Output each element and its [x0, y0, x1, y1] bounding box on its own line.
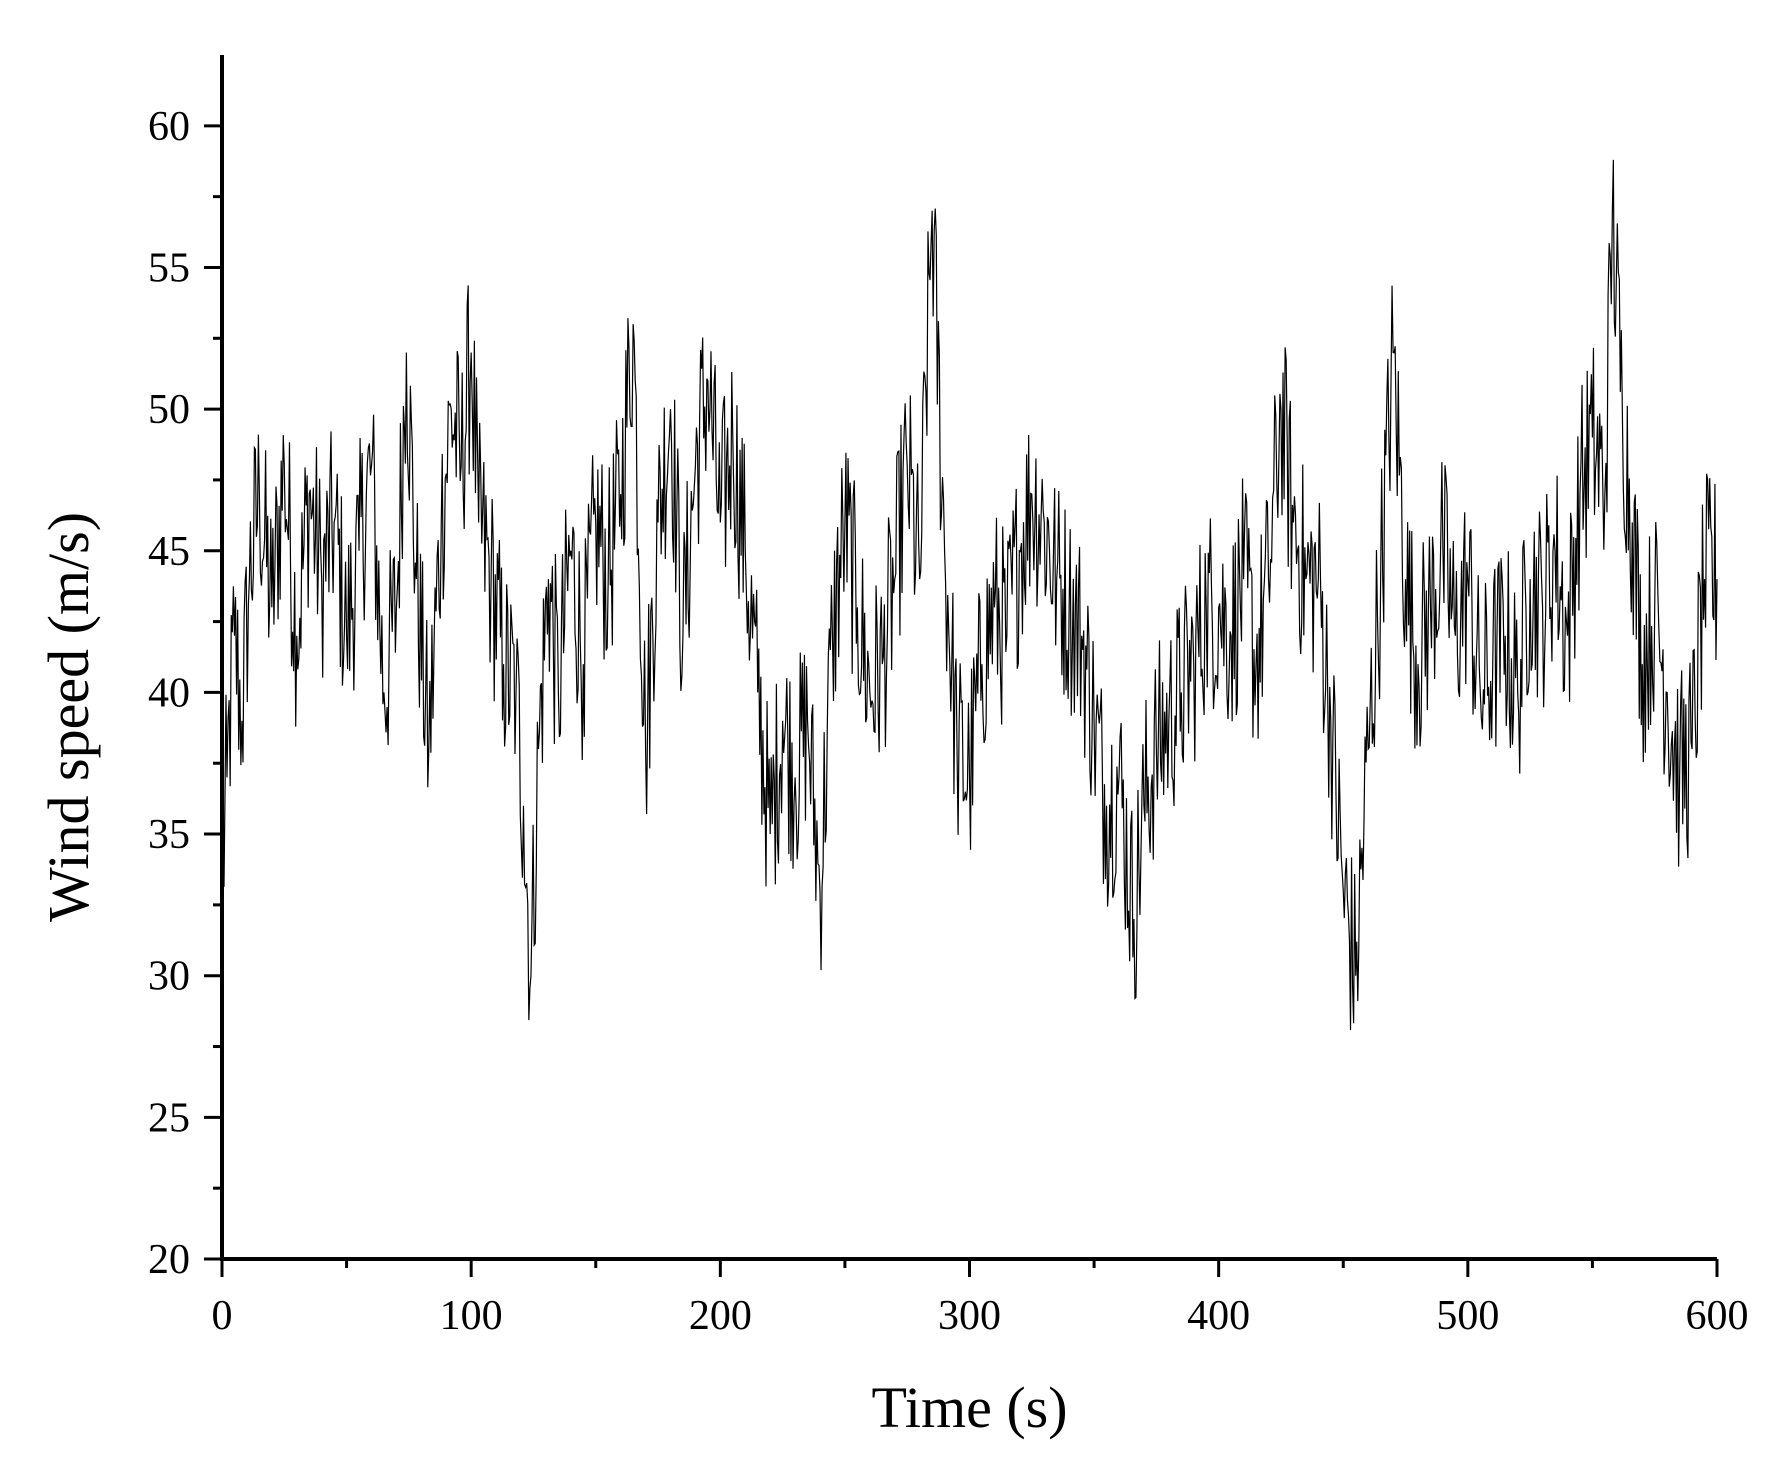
y-tick-label-35: 35 — [148, 812, 190, 858]
y-tick-label-40: 40 — [148, 670, 190, 716]
x-tick-label-600: 600 — [1686, 1293, 1749, 1339]
x-tick-label-0: 0 — [212, 1293, 233, 1339]
y-tick-label-50: 50 — [148, 387, 190, 433]
x-tick-label-400: 400 — [1187, 1293, 1250, 1339]
x-tick-label-100: 100 — [440, 1293, 503, 1339]
y-axis-label: Wind speed (m/s) — [36, 512, 101, 922]
x-tick-label-200: 200 — [689, 1293, 752, 1339]
x-tick-label-500: 500 — [1436, 1293, 1499, 1339]
series-line-0 — [221, 159, 1718, 1031]
x-tick-label-300: 300 — [938, 1293, 1001, 1339]
y-tick-label-20: 20 — [148, 1237, 190, 1283]
y-tick-label-60: 60 — [148, 104, 190, 150]
y-tick-label-25: 25 — [148, 1095, 190, 1141]
y-tick-label-45: 45 — [148, 529, 190, 575]
y-tick-label-55: 55 — [148, 245, 190, 291]
axes — [220, 55, 1717, 1261]
x-axis-label: Time (s) — [871, 1375, 1067, 1440]
y-tick-label-30: 30 — [148, 954, 190, 1000]
series-layer — [221, 159, 1718, 1031]
